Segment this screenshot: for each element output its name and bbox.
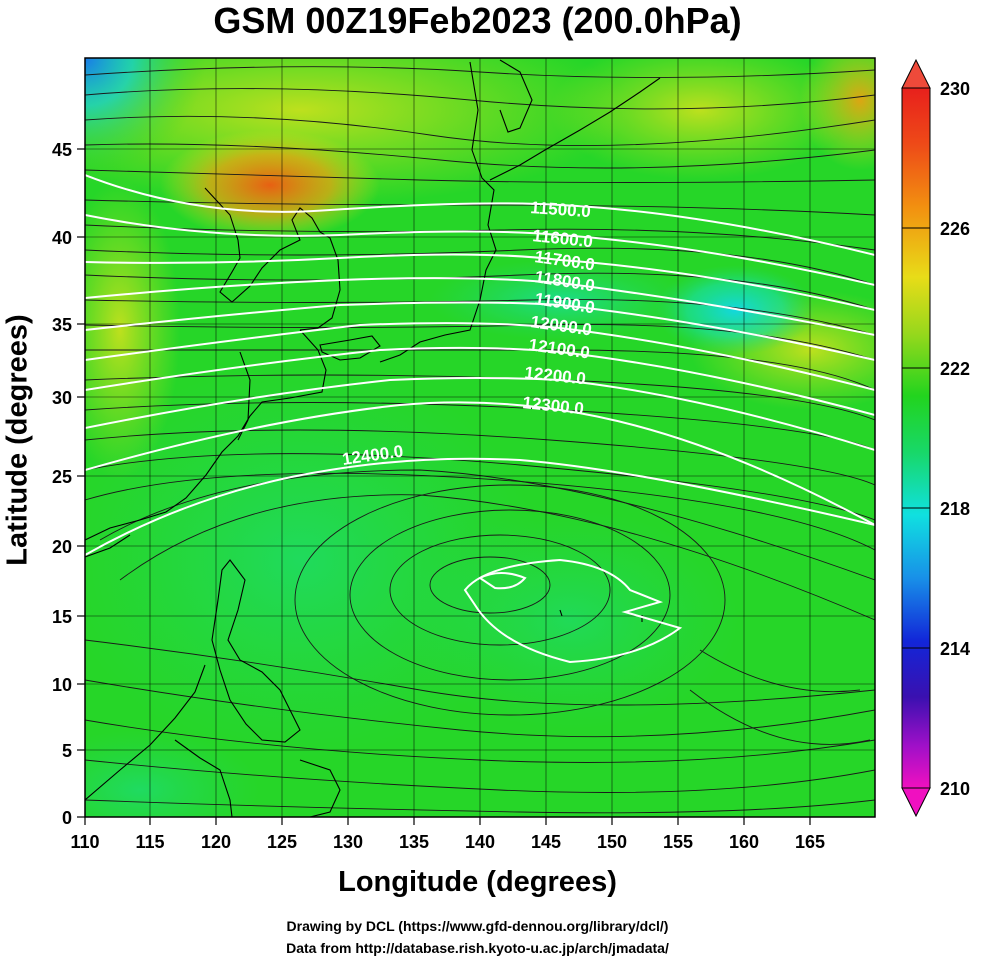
contour-label: 11500.0 — [530, 198, 592, 221]
colorbar-label: 226 — [940, 219, 970, 239]
axis-ticks — [77, 148, 811, 825]
y-tick-label: 5 — [62, 741, 72, 761]
x-tick-label: 155 — [663, 832, 693, 852]
temperature-field — [85, 58, 875, 817]
height-contours — [85, 174, 875, 664]
colorbar-label: 230 — [940, 79, 970, 99]
x-axis-label: Longitude (degrees) — [338, 866, 617, 898]
wind-streamlines — [85, 66, 875, 814]
x-tick-label: 140 — [465, 832, 495, 852]
colorbar-bottom-arrow — [901, 787, 931, 818]
credit-drawing: Drawing by DCL (https://www.gfd-dennou.o… — [286, 918, 669, 934]
colorbar-label: 218 — [940, 499, 970, 519]
y-tick-label: 10 — [52, 675, 72, 695]
colorbar-scale — [901, 87, 931, 789]
x-tick-label: 135 — [399, 832, 429, 852]
x-tick-label: 165 — [795, 832, 825, 852]
x-tick-label: 145 — [531, 832, 561, 852]
colorbar-top-arrow — [901, 58, 931, 89]
x-tick-label: 120 — [201, 832, 231, 852]
x-tick-labels: 110 115 120 125 130 135 140 145 150 155 … — [70, 832, 825, 852]
y-tick-label: 20 — [52, 537, 72, 557]
y-axis-label: Latitude (degrees) — [1, 314, 34, 566]
x-tick-label: 150 — [597, 832, 627, 852]
x-tick-label: 130 — [333, 832, 363, 852]
colorbar-label: 210 — [940, 779, 970, 799]
coastlines — [85, 59, 661, 817]
chart-title: GSM 00Z19Feb2023 (200.0hPa) — [213, 0, 742, 41]
lat-lon-grid — [85, 58, 875, 817]
credit-data: Data from http://database.rish.kyoto-u.a… — [286, 940, 669, 956]
y-tick-label: 45 — [52, 140, 72, 160]
x-tick-label: 110 — [70, 832, 99, 852]
x-tick-label: 115 — [135, 832, 164, 852]
y-tick-label: 0 — [62, 808, 72, 828]
y-tick-label: 40 — [52, 228, 72, 248]
y-tick-labels: 0 5 10 15 20 25 30 35 40 45 — [52, 140, 72, 828]
y-tick-label: 15 — [52, 607, 72, 627]
x-tick-label: 160 — [729, 832, 759, 852]
colorbar-label: 222 — [940, 359, 970, 379]
y-tick-label: 35 — [52, 315, 72, 335]
x-tick-label: 125 — [267, 832, 297, 852]
y-tick-label: 25 — [52, 467, 72, 487]
y-tick-label: 30 — [52, 388, 72, 408]
colorbar: 230 226 222 218 214 210 — [901, 58, 970, 818]
colorbar-label: 214 — [940, 639, 970, 659]
